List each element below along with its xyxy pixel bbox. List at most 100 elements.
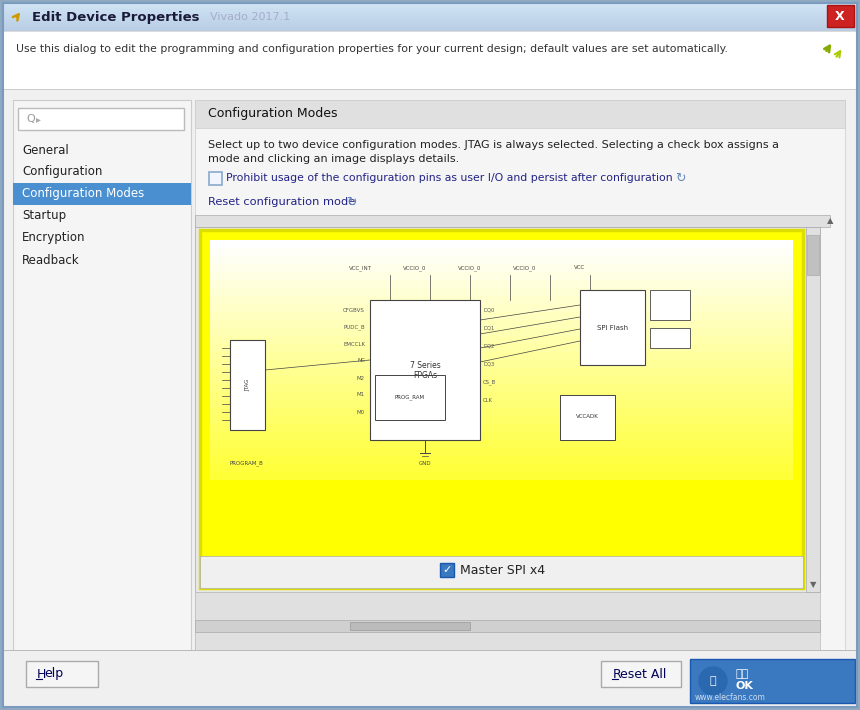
Text: PROG_RAM: PROG_RAM [395,395,425,400]
Bar [601,661,681,687]
Bar [3,4,857,5]
Bar [210,416,793,424]
Bar [210,376,793,384]
Text: VCCIO_0: VCCIO_0 [458,265,482,271]
Text: ↻: ↻ [346,195,357,209]
Bar [3,14,857,15]
Bar [195,227,820,592]
Text: www.elecfans.com: www.elecfans.com [695,692,765,701]
Text: VCC_INT: VCC_INT [348,265,372,271]
Bar [210,464,793,472]
Text: FPGAs: FPGAs [413,371,437,381]
Bar [560,395,615,440]
Text: Configuration Modes: Configuration Modes [22,187,144,200]
Bar [195,592,820,650]
Text: NC: NC [357,359,365,364]
Bar [650,328,690,348]
Bar [3,26,857,27]
Bar [13,100,191,660]
Bar [200,556,803,588]
Text: VCCIO_0: VCCIO_0 [513,265,537,271]
Bar [3,16,857,17]
Bar [3,8,857,9]
Bar [210,320,793,328]
Bar [18,108,184,130]
Bar [690,659,855,703]
Bar [210,336,793,344]
Bar [3,9,857,10]
Bar [827,5,854,27]
Bar [3,3,857,4]
Bar [210,368,793,376]
Bar [350,622,470,630]
Bar [210,304,793,312]
Text: CFGBVS: CFGBVS [343,307,365,312]
Bar [210,400,793,408]
Text: PUDC_B: PUDC_B [343,324,365,330]
Text: SPI Flash: SPI Flash [597,324,628,330]
Text: 电子: 电子 [735,669,748,679]
Bar [195,100,845,660]
Bar [3,25,857,26]
Bar [210,472,793,480]
Bar [3,21,857,22]
Bar [650,290,690,320]
Text: JTAG: JTAG [245,379,250,391]
Text: Vivado 2017.1: Vivado 2017.1 [210,12,291,22]
Bar [3,5,857,6]
Text: 7 Series: 7 Series [409,361,440,369]
Bar [13,183,191,205]
Text: Q: Q [26,114,34,124]
Bar [3,6,857,7]
Bar [3,13,857,14]
Bar [210,392,793,400]
Text: DQ2: DQ2 [483,344,494,349]
Bar [3,24,857,25]
Bar [195,100,845,128]
Bar [210,344,793,352]
Text: VCCIO_0: VCCIO_0 [403,265,427,271]
Text: Use this dialog to edit the programming and configuration properties for your cu: Use this dialog to edit the programming … [16,44,728,54]
Text: ↻: ↻ [675,172,685,185]
Bar [806,227,820,592]
Bar [3,17,857,18]
Text: 🔑: 🔑 [710,676,716,686]
Circle shape [699,667,727,695]
Bar [210,272,793,280]
Text: M2: M2 [357,376,365,381]
Bar [3,31,857,89]
Text: ▸: ▸ [36,114,41,124]
Text: CLK: CLK [483,398,493,403]
Bar [210,296,793,304]
Text: mode and clicking an image displays details.: mode and clicking an image displays deta… [208,154,459,164]
Bar [3,19,857,20]
Text: PROGRAM_B: PROGRAM_B [230,460,264,466]
Bar [807,235,819,275]
Text: ✓: ✓ [442,565,452,575]
Bar [210,408,793,416]
Bar [210,448,793,456]
Bar [3,89,857,90]
Text: DQ3: DQ3 [483,361,494,366]
Bar [210,456,793,464]
Text: VCCADK: VCCADK [575,415,599,420]
Text: R: R [613,667,622,680]
Bar [210,440,793,448]
Text: M1: M1 [357,393,365,398]
Bar [210,240,793,248]
Text: ▲: ▲ [826,217,833,226]
Bar [26,661,98,687]
Bar [210,424,793,432]
Bar [3,23,857,24]
Bar [3,15,857,16]
Text: EMCCLK: EMCCLK [343,342,365,346]
Text: Edit Device Properties: Edit Device Properties [32,11,200,25]
Text: eset All: eset All [620,667,666,680]
Bar [3,10,857,11]
Text: H: H [37,667,46,680]
Bar [210,360,793,368]
Bar [210,384,793,392]
Text: Prohibit usage of the configuration pins as user I/O and persist after configura: Prohibit usage of the configuration pins… [226,173,673,183]
Bar [3,20,857,21]
Bar [3,90,857,670]
